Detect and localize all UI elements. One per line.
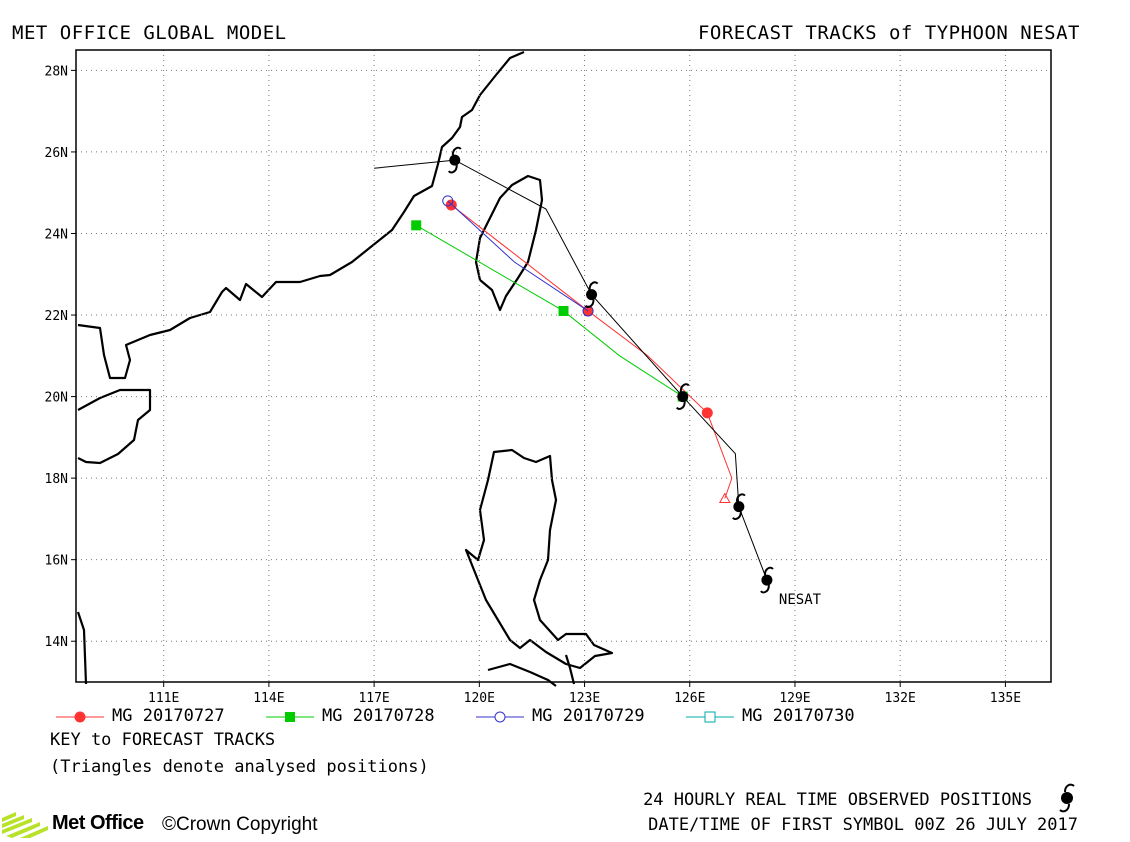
tick-label-lon: 120E <box>464 691 495 705</box>
observed-positions-note: 24 HOURLY REAL TIME OBSERVED POSITIONS <box>643 790 1032 810</box>
tick-label-lat: 20N <box>45 391 68 406</box>
typhoon-symbol-arm <box>765 568 773 575</box>
typhoon-symbol-core <box>733 501 744 512</box>
first-symbol-note: DATE/TIME OF FIRST SYMBOL 00Z 26 JULY 20… <box>648 815 1078 835</box>
storm-label: NESAT <box>779 592 822 608</box>
legend-label: MG 20170728 <box>322 706 435 726</box>
tick-label-lat: 18N <box>45 472 68 487</box>
tick-label-lon: 129E <box>779 691 810 705</box>
tick-label-lon: 111E <box>148 691 179 705</box>
triangles-note: (Triangles denote analysed positions) <box>50 757 429 777</box>
track-point-marker <box>559 306 569 316</box>
typhoon-symbol <box>733 494 745 519</box>
tick-label-lat: 24N <box>45 227 68 242</box>
typhoon-symbol <box>449 148 461 173</box>
legend-label: MG 20170727 <box>112 706 225 726</box>
logo-text: Met Office <box>52 812 144 835</box>
observed-track-line <box>374 160 767 580</box>
gridlines <box>76 50 1051 682</box>
track-point-marker <box>702 407 713 418</box>
legend-red-circle-icon <box>52 708 108 728</box>
tick-label-lon: 123E <box>569 691 600 705</box>
legend-label: MG 20170729 <box>532 706 645 726</box>
met-office-logo: Met Office ©Crown Copyright <box>2 810 382 840</box>
legend-label: MG 20170730 <box>742 706 855 726</box>
tick-label-lat: 16N <box>45 554 68 569</box>
key-title: KEY to FORECAST TRACKS <box>50 730 275 750</box>
typhoon-symbol-arm <box>681 384 689 391</box>
tick-label-lon: 114E <box>253 691 284 705</box>
track-point-marker <box>411 220 421 230</box>
typhoon-symbol-core <box>586 289 597 300</box>
typhoon-symbol-arm <box>677 402 685 409</box>
axis-ticks: 111E 114E 117E 120E 123E 126E 129E 132E 135E 28N 2… <box>45 64 1022 705</box>
met-office-logo-icon <box>2 810 48 838</box>
copyright-text: ©Crown Copyright <box>162 814 318 836</box>
forecast-tracks <box>411 196 732 503</box>
typhoon-symbol-arm <box>761 585 769 592</box>
legend-blue-open-circle-icon <box>472 708 528 728</box>
forecast-track-line <box>416 225 683 396</box>
tick-label-lat: 14N <box>45 635 68 650</box>
tick-label-lat: 22N <box>45 309 68 324</box>
legend-green-square-icon <box>262 708 318 728</box>
typhoon-symbol-icon <box>1052 782 1082 814</box>
typhoon-symbol-arm <box>453 148 461 155</box>
coastline <box>78 52 612 686</box>
typhoon-symbol-arm <box>449 165 457 172</box>
tick-label-lat: 26N <box>45 146 68 161</box>
typhoon-symbol-arm <box>590 282 598 289</box>
typhoon-symbol-core <box>761 575 772 586</box>
tick-label-lon: 126E <box>674 691 705 705</box>
typhoon-symbol <box>761 568 773 593</box>
track-map: 111E 114E 117E 120E 123E 126E 129E 132E 135E 28N 2… <box>0 0 1130 705</box>
typhoon-symbol-arm <box>733 512 741 519</box>
tick-label-lon: 135E <box>990 691 1021 705</box>
typhoon-symbol-arm <box>586 300 594 307</box>
legend-cyan-open-square-icon <box>682 708 738 728</box>
map-frame <box>76 50 1051 682</box>
tick-label-lon: 117E <box>358 691 389 705</box>
tick-label-lat: 28N <box>45 64 68 79</box>
observed-track <box>374 148 773 593</box>
tick-label-lon: 132E <box>885 691 916 705</box>
typhoon-symbol <box>677 384 689 409</box>
typhoon-symbol-core <box>449 155 460 166</box>
typhoon-symbol-core <box>677 391 688 402</box>
